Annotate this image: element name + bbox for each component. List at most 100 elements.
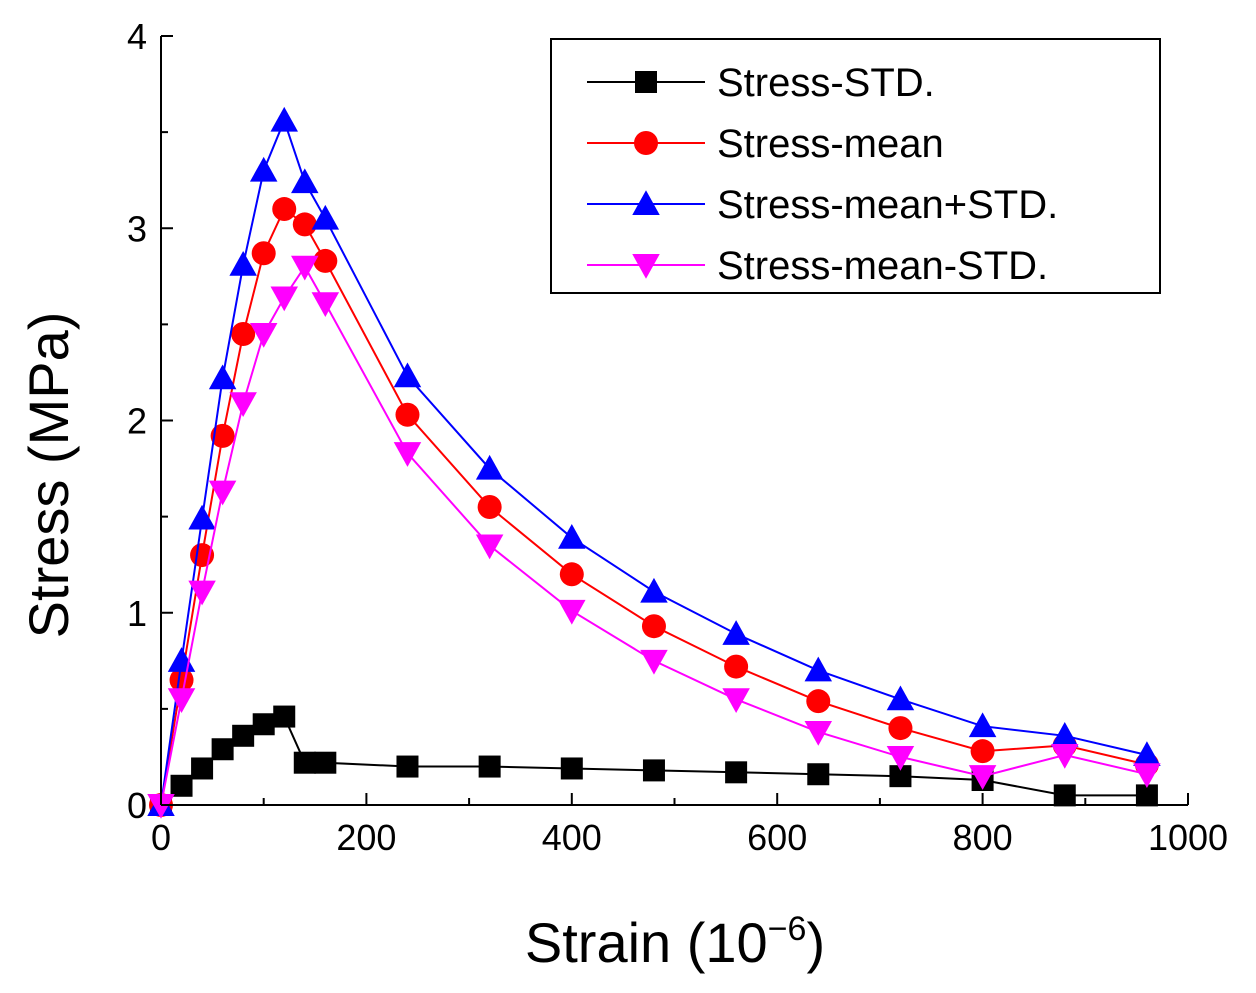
legend-label: Stress-mean bbox=[717, 122, 944, 166]
x-axis-title-main: Strain (10 bbox=[525, 911, 768, 974]
data-point bbox=[208, 364, 237, 390]
data-point bbox=[291, 255, 319, 281]
data-point bbox=[314, 751, 337, 774]
data-point bbox=[396, 755, 419, 778]
data-point bbox=[311, 204, 340, 230]
data-point bbox=[1051, 722, 1079, 747]
data-point bbox=[559, 562, 584, 587]
data-point bbox=[804, 656, 833, 682]
y-tick-label: 0 bbox=[127, 785, 147, 826]
data-point bbox=[272, 197, 297, 222]
data-point bbox=[231, 321, 256, 346]
data-point bbox=[292, 212, 317, 237]
data-point bbox=[970, 739, 995, 764]
data-point bbox=[475, 454, 504, 480]
data-point bbox=[291, 168, 319, 194]
axes: 0 200 400 600 800 1000 0 1 2 3 4 bbox=[127, 16, 1228, 858]
data-point bbox=[806, 689, 831, 714]
data-point bbox=[560, 757, 583, 780]
legend: Stress-STD. Stress-mean Stress-mean+STD. St… bbox=[550, 38, 1161, 294]
legend-label: Stress-mean-STD. bbox=[717, 244, 1048, 288]
x-axis-title: Strain (10−6) bbox=[525, 910, 825, 974]
data-point bbox=[210, 423, 235, 448]
legend-label: Stress-mean+STD. bbox=[717, 183, 1058, 227]
data-point bbox=[1135, 784, 1158, 807]
data-point bbox=[251, 241, 276, 266]
y-tick-label: 2 bbox=[127, 401, 147, 442]
data-point bbox=[640, 577, 668, 603]
series-line bbox=[160, 264, 1148, 806]
data-point bbox=[188, 504, 216, 530]
data-point bbox=[804, 720, 833, 746]
legend-item: Stress-STD. bbox=[587, 61, 935, 105]
data-point bbox=[311, 292, 340, 317]
data-point bbox=[249, 322, 278, 348]
data-point bbox=[1133, 741, 1161, 767]
x-tick-label: 1000 bbox=[1148, 817, 1228, 858]
data-point bbox=[640, 649, 668, 675]
y-axis-title: Stress (MPa) bbox=[17, 312, 80, 639]
data-point bbox=[641, 614, 666, 639]
data-point bbox=[208, 480, 237, 506]
data-point bbox=[293, 751, 316, 774]
data-point bbox=[273, 705, 296, 728]
data-point bbox=[1133, 763, 1161, 788]
series-Stress-mean-STD. bbox=[147, 255, 1161, 819]
data-point bbox=[886, 685, 915, 711]
legend-marker bbox=[635, 71, 657, 93]
legend-marker bbox=[634, 131, 658, 155]
data-point bbox=[725, 761, 748, 784]
data-point bbox=[395, 402, 420, 427]
data-point bbox=[1051, 744, 1079, 769]
data-point bbox=[477, 495, 502, 520]
data-point bbox=[147, 794, 175, 819]
series-line bbox=[160, 207, 1148, 806]
data-point bbox=[886, 745, 915, 771]
legend-item: Stress-mean-STD. bbox=[587, 244, 1048, 288]
x-axis-title-close: ) bbox=[806, 911, 825, 974]
data-point bbox=[807, 763, 830, 786]
data-point bbox=[642, 759, 665, 782]
data-point bbox=[1053, 784, 1076, 807]
data-point bbox=[888, 716, 913, 741]
x-tick-label: 0 bbox=[151, 817, 171, 858]
data-point bbox=[968, 712, 997, 738]
data-point bbox=[170, 774, 193, 797]
data-point bbox=[393, 442, 422, 467]
data-point bbox=[313, 248, 338, 273]
data-point bbox=[475, 534, 504, 560]
data-point bbox=[478, 755, 501, 778]
y-tick-label: 1 bbox=[127, 593, 147, 634]
data-point bbox=[558, 599, 586, 625]
legend-marker bbox=[632, 190, 660, 215]
data-point bbox=[252, 713, 275, 736]
data-point bbox=[229, 392, 257, 417]
series-Stress-mean bbox=[149, 197, 1159, 817]
x-tick-label: 200 bbox=[336, 817, 396, 858]
x-tick-label: 400 bbox=[542, 817, 602, 858]
legend-item: Stress-mean+STD. bbox=[587, 183, 1058, 227]
data-point bbox=[188, 580, 216, 606]
data-point bbox=[191, 757, 214, 780]
x-tick-label: 600 bbox=[747, 817, 807, 858]
data-point bbox=[968, 765, 997, 790]
data-point bbox=[722, 620, 750, 645]
x-axis-title-superscript: −6 bbox=[768, 910, 807, 948]
data-point bbox=[167, 688, 196, 714]
data-point bbox=[393, 362, 422, 388]
data-point bbox=[722, 688, 750, 714]
legend-item: Stress-mean bbox=[587, 122, 944, 166]
data-point bbox=[169, 668, 194, 693]
legend-label: Stress-STD. bbox=[717, 61, 935, 105]
data-point bbox=[270, 106, 298, 132]
y-tick-label: 3 bbox=[127, 208, 147, 249]
data-point bbox=[889, 765, 912, 788]
data-point bbox=[232, 724, 255, 747]
series-Stress-STD. bbox=[150, 705, 1158, 816]
data-point bbox=[211, 738, 234, 761]
data-point bbox=[724, 654, 749, 679]
data-point bbox=[229, 251, 257, 276]
data-point bbox=[558, 524, 586, 549]
data-point bbox=[270, 286, 298, 312]
